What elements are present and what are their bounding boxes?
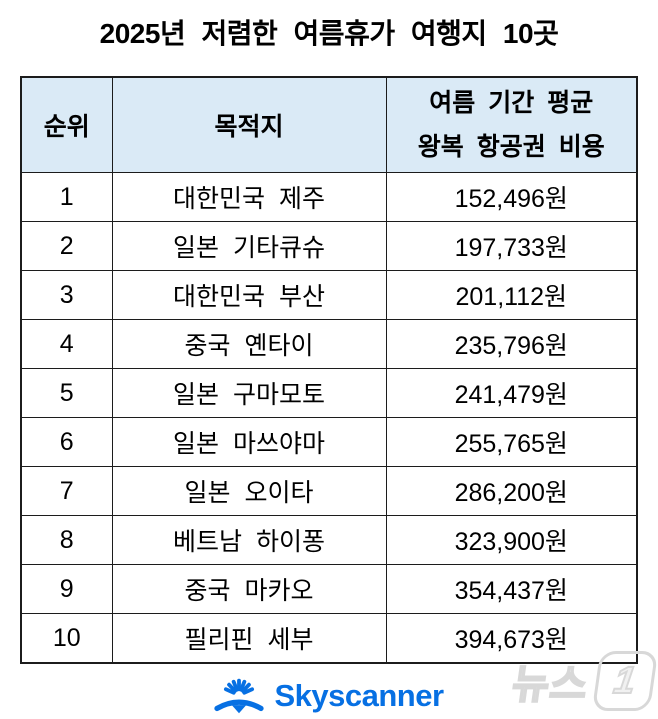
cost-cell: 394,673원	[385, 613, 638, 664]
rank-cell: 7	[20, 466, 113, 516]
table-row: 5 일본 구마모토 241,479원	[20, 368, 638, 418]
rank-cell: 1	[20, 172, 113, 222]
rank-cell: 3	[20, 270, 113, 320]
table-row: 9 중국 마카오 354,437원	[20, 564, 638, 614]
watermark-badge: 1	[591, 651, 658, 711]
destination-cell: 중국 마카오	[111, 564, 387, 614]
cost-cell: 255,765원	[385, 417, 638, 467]
skyscanner-logo: Skyscanner	[214, 674, 444, 718]
header-rank: 순위	[20, 76, 113, 173]
header-cost-line2: 왕복 항공권 비용	[417, 133, 605, 161]
destination-cell: 일본 마쓰야마	[111, 417, 387, 467]
cost-cell: 152,496원	[385, 172, 638, 222]
table-row: 6 일본 마쓰야마 255,765원	[20, 417, 638, 467]
header-destination: 목적지	[111, 76, 387, 173]
table-header-row: 순위 목적지 여름 기간 평균 왕복 항공권 비용	[20, 76, 638, 173]
table-row: 3 대한민국 부산 201,112원	[20, 270, 638, 320]
rank-cell: 2	[20, 221, 113, 271]
news1-watermark: 뉴스 1	[509, 651, 658, 711]
rank-cell: 5	[20, 368, 113, 418]
destination-cell: 필리핀 세부	[111, 613, 387, 664]
rank-cell: 9	[20, 564, 113, 614]
cost-cell: 323,900원	[385, 515, 638, 565]
destination-cell: 중국 옌타이	[111, 319, 387, 369]
rank-cell: 4	[20, 319, 113, 369]
destination-cell: 대한민국 제주	[111, 172, 387, 222]
destination-cell: 일본 오이타	[111, 466, 387, 516]
destination-cell: 대한민국 부산	[111, 270, 387, 320]
watermark-text: 뉴스	[509, 662, 593, 708]
table-row: 7 일본 오이타 286,200원	[20, 466, 638, 516]
rank-cell: 6	[20, 417, 113, 467]
header-cost: 여름 기간 평균 왕복 항공권 비용	[385, 76, 638, 173]
cost-cell: 286,200원	[385, 466, 638, 516]
table-row: 1 대한민국 제주 152,496원	[20, 172, 638, 222]
destination-cell: 베트남 하이퐁	[111, 515, 387, 565]
ranking-table: 순위 목적지 여름 기간 평균 왕복 항공권 비용 1 대한민국 제주 152,…	[20, 76, 638, 664]
sunburst-icon	[214, 678, 265, 714]
footer: Skyscanner	[0, 674, 658, 718]
destination-cell: 일본 기타큐슈	[111, 221, 387, 271]
cost-cell: 201,112원	[385, 270, 638, 320]
watermark-number: 1	[611, 659, 640, 703]
rank-cell: 8	[20, 515, 113, 565]
table-row: 8 베트남 하이퐁 323,900원	[20, 515, 638, 565]
header-cost-line1: 여름 기간 평균	[429, 89, 594, 117]
cost-cell: 241,479원	[385, 368, 638, 418]
table-row: 10 필리핀 세부 394,673원	[20, 613, 638, 664]
page-title: 2025년 저렴한 여름휴가 여행지 10곳	[99, 18, 559, 49]
rank-cell: 10	[20, 613, 113, 664]
cost-cell: 354,437원	[385, 564, 638, 614]
table-row: 2 일본 기타큐슈 197,733원	[20, 221, 638, 271]
cost-cell: 235,796원	[385, 319, 638, 369]
skyscanner-wordmark: Skyscanner	[274, 678, 444, 713]
destination-cell: 일본 구마모토	[111, 368, 387, 418]
table-row: 4 중국 옌타이 235,796원	[20, 319, 638, 369]
cost-cell: 197,733원	[385, 221, 638, 271]
